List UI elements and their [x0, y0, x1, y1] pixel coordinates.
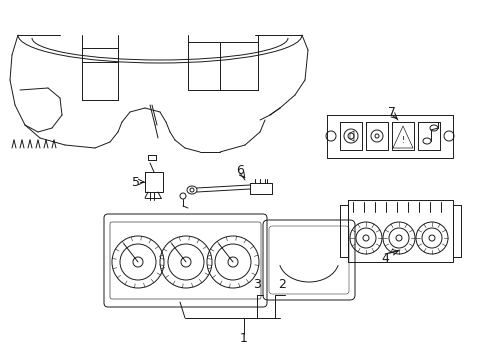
- Text: 6: 6: [236, 163, 244, 176]
- Text: 3: 3: [253, 278, 261, 291]
- Text: 2: 2: [278, 278, 285, 291]
- Text: !: !: [401, 135, 404, 144]
- Text: 7: 7: [387, 105, 395, 118]
- Text: 4: 4: [380, 252, 388, 265]
- Text: 5: 5: [132, 176, 140, 189]
- Text: 1: 1: [240, 332, 247, 345]
